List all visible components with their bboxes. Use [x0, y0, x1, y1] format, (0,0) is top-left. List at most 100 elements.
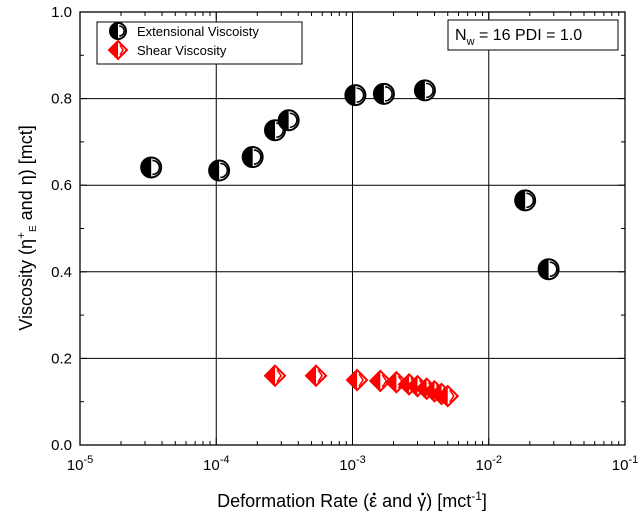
data-series [140, 79, 560, 408]
data-point [345, 368, 369, 392]
annotation-box [447, 19, 619, 51]
marker-inner-edge [449, 389, 455, 403]
legend-marker-extensional [109, 22, 127, 40]
x-tick-exp: -4 [220, 454, 230, 466]
y-tick-label: 0.4 [51, 264, 72, 281]
marker-fill-half [265, 365, 276, 386]
data-point [413, 79, 436, 102]
x-tick-exp: -2 [492, 454, 502, 466]
annotation-sub: w [466, 36, 475, 48]
y-title-rest: and η) [mct] [16, 125, 36, 225]
marker-inner-arc [119, 25, 125, 37]
legend-marker-shear [107, 39, 129, 61]
x-title-gamma: γ [417, 491, 426, 511]
series-shear-viscosity [263, 364, 460, 408]
overdot [372, 492, 376, 496]
data-point [537, 258, 560, 281]
legend-diamond-marker [107, 39, 129, 61]
data-point [277, 109, 300, 132]
marker-fill-half [515, 190, 526, 211]
y-title-sub: E [28, 225, 39, 232]
tick-labels: 10-5 10-4 10-3 10-2 10-10.00.20.40.60.81.0 [51, 4, 638, 474]
marker-inner-arc [356, 87, 365, 103]
y-title-main: Viscosity (η [16, 239, 36, 331]
annotation: Nw = 16 PDI = 1.0 [447, 19, 619, 51]
x-tick-label: 10-4 [203, 454, 229, 474]
y-axis-title: Viscosity (η+E and η) [mct] [14, 125, 39, 330]
x-tick-base: 10 [203, 457, 220, 474]
marker-fill-half [416, 378, 427, 399]
data-point [140, 156, 163, 179]
axis-ticks [79, 11, 626, 446]
marker-inner-arc [384, 86, 393, 102]
marker-fill-half [110, 23, 118, 39]
x-tick-base: 10 [612, 457, 629, 474]
marker-fill-half [424, 381, 435, 402]
marker-fill-half [399, 374, 410, 395]
x-tick-base: 10 [339, 457, 356, 474]
x-axis-title: Deformation Rate (ε and γ) [mct-1] [217, 489, 487, 511]
y-title-sup: + [14, 232, 28, 239]
marker-fill-half [265, 120, 276, 141]
x-tick-label: 10-2 [476, 454, 502, 474]
x-title-unit: ) [mct [426, 491, 471, 511]
data-point [263, 364, 287, 388]
marker-fill-half [278, 110, 289, 131]
x-tick-label: 10-1 [612, 454, 638, 474]
x-tick-base: 10 [476, 457, 493, 474]
series-extensional-viscosity [140, 79, 560, 281]
marker-fill-half [347, 370, 358, 391]
legend: Extensional Viscoisty Shear Viscosity [96, 21, 303, 65]
plot-frame [79, 11, 626, 446]
x-title-main: Deformation Rate ( [217, 491, 369, 511]
marker-fill-half [242, 147, 253, 168]
marker-fill-half [414, 80, 425, 101]
marker-inner-arc [526, 192, 535, 209]
marker-inner-edge [276, 369, 282, 383]
y-tick-label: 0.6 [51, 177, 72, 194]
marker-fill-half [109, 41, 118, 59]
marker-inner-arc [426, 82, 434, 99]
y-tick-label: 1.0 [51, 4, 72, 21]
annotation-rest: = 16 PDI = 1.0 [475, 27, 583, 44]
data-point [344, 84, 367, 107]
marker-inner-arc [152, 159, 161, 176]
marker-inner-edge [119, 44, 124, 56]
marker-inner-arc [253, 149, 262, 165]
x-tick-exp: -3 [356, 454, 366, 466]
marker-fill-half [407, 376, 418, 397]
y-tick-label: 0.0 [51, 437, 72, 454]
marker-fill-half [209, 160, 220, 181]
marker-fill-half [431, 383, 442, 404]
data-point [514, 189, 537, 212]
marker-fill-half [141, 157, 152, 178]
data-point [368, 369, 392, 393]
annotation-text: Nw = 16 PDI = 1.0 [455, 27, 582, 48]
x-title-epsilon: ε [369, 491, 377, 511]
x-title-sup: -1 [471, 489, 482, 503]
legend-label-shear: Shear Viscosity [137, 43, 227, 58]
x-title-dots [372, 492, 425, 496]
legend-box [96, 21, 303, 65]
data-point [436, 384, 460, 408]
marker-inner-arc [549, 261, 558, 278]
y-tick-label: 0.8 [51, 91, 72, 108]
data-point [304, 364, 328, 388]
data-point [208, 159, 231, 182]
x-tick-label: 10-3 [339, 454, 365, 474]
x-tick-exp: -5 [83, 454, 93, 466]
data-point [372, 82, 395, 105]
marker-fill-half [386, 372, 397, 393]
x-tick-base: 10 [67, 457, 84, 474]
marker-inner-arc [289, 112, 298, 129]
marker-inner-arc [220, 162, 229, 179]
marker-fill-half [373, 83, 384, 104]
marker-fill-half [437, 386, 448, 407]
y-tick-label: 0.2 [51, 350, 72, 367]
x-tick-exp: -1 [628, 454, 638, 466]
annotation-n: N [455, 27, 467, 44]
x-title-end: ] [482, 491, 487, 511]
marker-fill-half [538, 259, 549, 280]
marker-fill-half [345, 85, 356, 106]
